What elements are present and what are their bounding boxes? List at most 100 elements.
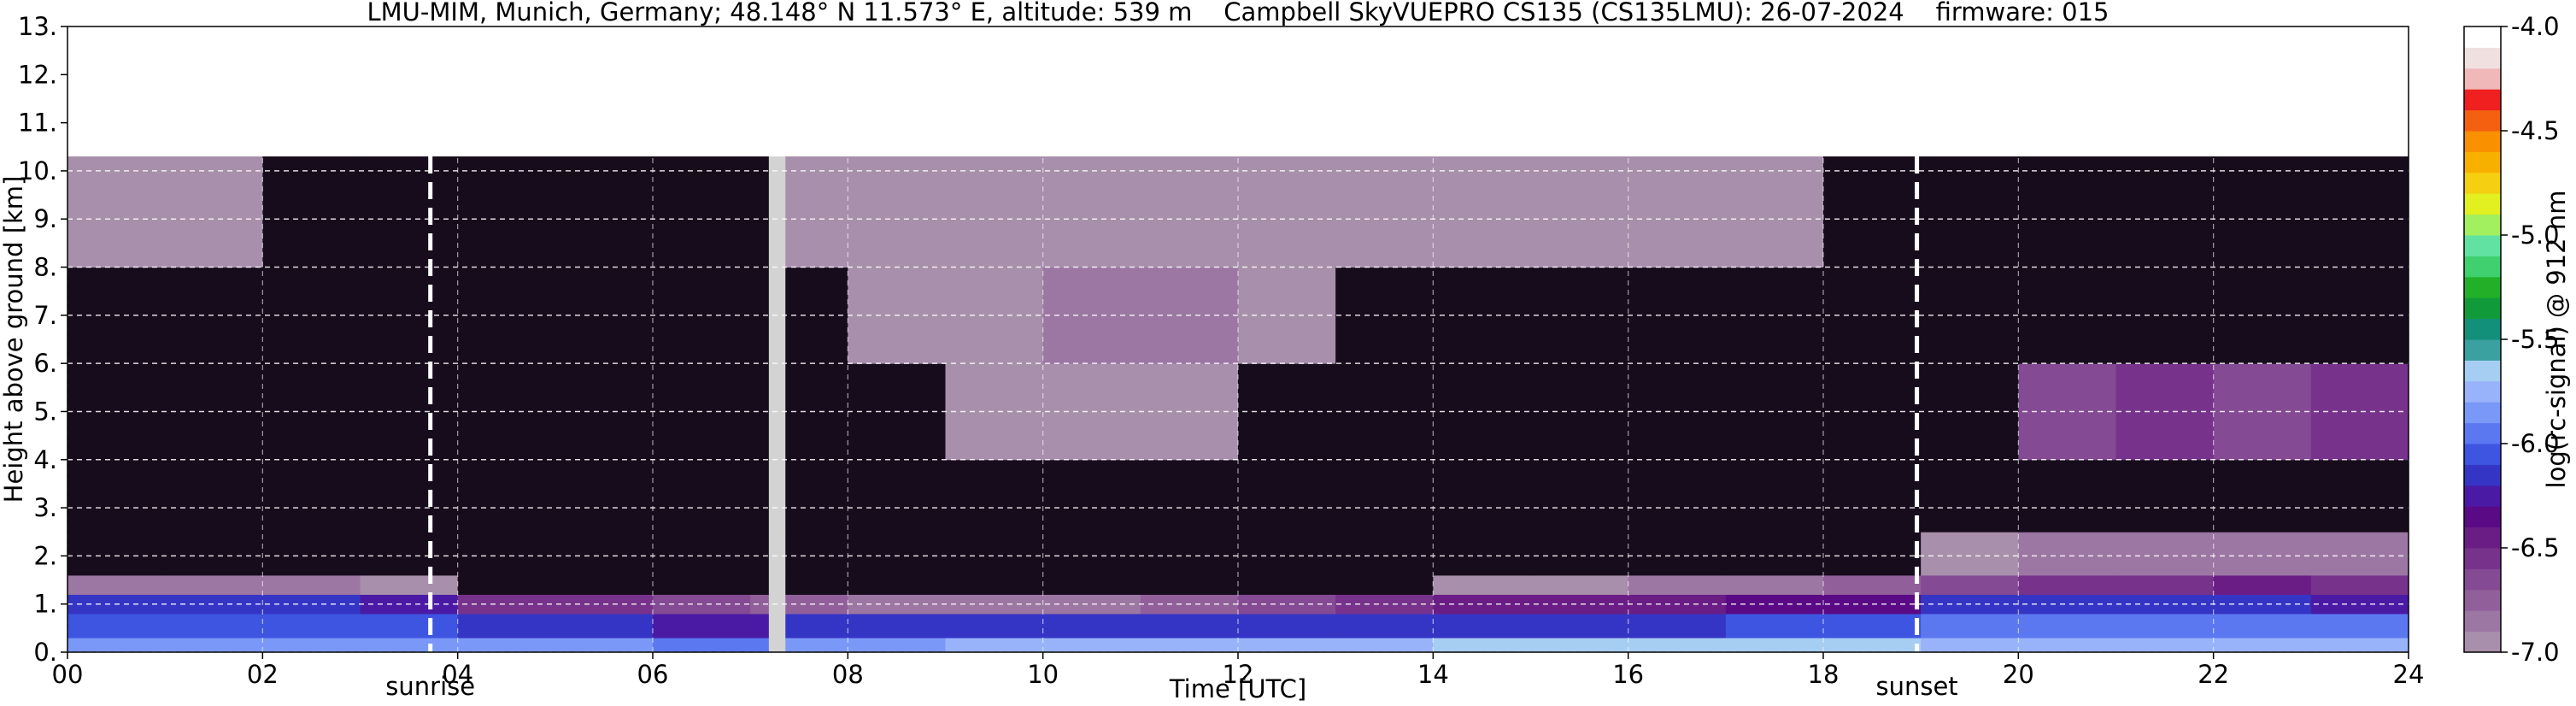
heatmap-cell — [1238, 594, 1336, 615]
heatmap-cell — [2115, 459, 2215, 532]
y-tick-label: 2. — [33, 541, 57, 570]
heatmap-cell — [2213, 574, 2312, 595]
heatmap-cell — [165, 532, 263, 576]
heatmap-cell — [785, 156, 848, 268]
colorbar-swatch — [2464, 89, 2501, 111]
colorbar-swatch — [2464, 318, 2501, 340]
heatmap-cell — [360, 574, 459, 595]
no-data-cell — [768, 459, 786, 532]
heatmap-cell — [1823, 638, 1922, 653]
heatmap-cell — [360, 613, 459, 638]
heatmap-cell — [2213, 638, 2312, 653]
heatmap-cell — [750, 459, 770, 532]
colorbar-swatch — [2464, 151, 2501, 174]
colorbar-swatch — [2464, 193, 2501, 215]
y-tick-label: 4. — [33, 445, 57, 474]
colorbar-swatch — [2464, 360, 2501, 382]
heatmap-cell — [785, 594, 848, 615]
heatmap-cell — [2115, 638, 2215, 653]
heatmap-cell — [848, 574, 946, 595]
heatmap-cell — [1628, 574, 1727, 595]
heatmap-cell — [653, 638, 751, 653]
heatmap-cell — [848, 156, 946, 268]
heatmap-cell — [1238, 613, 1336, 638]
heatmap-cell — [2310, 594, 2409, 615]
heatmap-cell — [262, 459, 361, 532]
x-tick-label: 14 — [1417, 660, 1449, 689]
heatmap-cell — [653, 613, 751, 638]
heatmap-cell — [785, 638, 848, 653]
heatmap-cell — [1433, 638, 1531, 653]
heatmap-cell — [1238, 156, 1336, 268]
colorbar-swatch — [2464, 380, 2501, 403]
colorbar-tick-label: -7.0 — [2511, 638, 2560, 667]
heatmap-cell — [1921, 156, 2019, 268]
heatmap-cell — [1823, 574, 1922, 595]
heatmap-cell — [165, 574, 263, 595]
x-tick-label: 10 — [1027, 660, 1059, 689]
heatmap-cell — [1628, 613, 1727, 638]
heatmap-cell — [2115, 574, 2215, 595]
heatmap-cell — [1530, 638, 1629, 653]
chart-title: LMU-MIM, Munich, Germany; 48.148° N 11.5… — [367, 0, 2110, 26]
heatmap-cell — [457, 156, 556, 268]
colorbar-tick-label: -4.5 — [2511, 116, 2560, 145]
colorbar-swatch — [2464, 109, 2501, 132]
heatmap-cell — [1530, 574, 1629, 595]
heatmap-cell — [1823, 613, 1922, 638]
colorbar-swatch — [2464, 68, 2501, 90]
heatmap-cell — [2018, 156, 2116, 268]
heatmap-cell — [457, 613, 556, 638]
heatmap-cell — [2018, 638, 2116, 653]
heatmap-cell — [555, 638, 654, 653]
y-tick-label: 10. — [18, 156, 57, 185]
heatmap-cell — [165, 594, 263, 615]
y-tick-label: 3. — [33, 493, 57, 522]
heatmap-cell — [785, 613, 848, 638]
colorbar-swatch — [2464, 444, 2501, 465]
heatmap-cell — [67, 459, 166, 532]
heatmap-cell — [165, 613, 263, 638]
colorbar-swatch — [2464, 402, 2501, 424]
heatmap-cell — [750, 594, 770, 615]
heatmap-cell — [1823, 156, 1922, 268]
heatmap-cell — [1921, 532, 2019, 576]
heatmap-cell — [945, 459, 1044, 532]
colorbar-tick-label: -5.5 — [2511, 325, 2560, 354]
colorbar-swatch — [2464, 297, 2501, 320]
heatmap-cell — [1530, 613, 1629, 638]
heatmap-cell — [262, 638, 361, 653]
x-tick-label: 06 — [637, 660, 669, 689]
heatmap-cell — [1238, 638, 1336, 653]
heatmap-cell — [1140, 459, 1239, 532]
heatmap-cell — [165, 638, 263, 653]
heatmap-cell — [1433, 613, 1531, 638]
heatmap-cell — [457, 574, 556, 595]
y-tick-label: 5. — [33, 397, 57, 426]
y-axis-label: Height above ground [km] — [0, 176, 28, 503]
heatmap-cell — [1042, 638, 1141, 653]
heatmap-cell — [1335, 459, 1434, 532]
heatmap-cell — [1725, 594, 1824, 615]
heatmap-cell — [1042, 156, 1141, 268]
y-tick-label: 12. — [18, 60, 57, 89]
heatmap-cell — [1042, 613, 1141, 638]
heatmap-cell — [1921, 459, 2019, 532]
heatmap-cell — [2310, 532, 2409, 576]
heatmap-cell — [1725, 613, 1824, 638]
heatmap-cell — [2310, 156, 2409, 268]
heatmap-cell — [262, 574, 361, 595]
heatmap-cell — [165, 156, 263, 268]
heatmap-cell — [1628, 638, 1727, 653]
heatmap-cell — [750, 574, 770, 595]
heatmap-cell — [1238, 532, 1336, 576]
heatmap-cell — [262, 156, 361, 268]
heatmap-cell — [750, 156, 770, 268]
y-tick-label: 9. — [33, 204, 57, 233]
x-tick-label: 12 — [1223, 660, 1254, 689]
heatmap-cell — [2115, 613, 2215, 638]
heatmap-cell — [1335, 574, 1434, 595]
heatmap-cell — [750, 613, 770, 638]
y-tick-label: 0. — [33, 638, 57, 667]
colorbar-swatch — [2464, 422, 2501, 444]
